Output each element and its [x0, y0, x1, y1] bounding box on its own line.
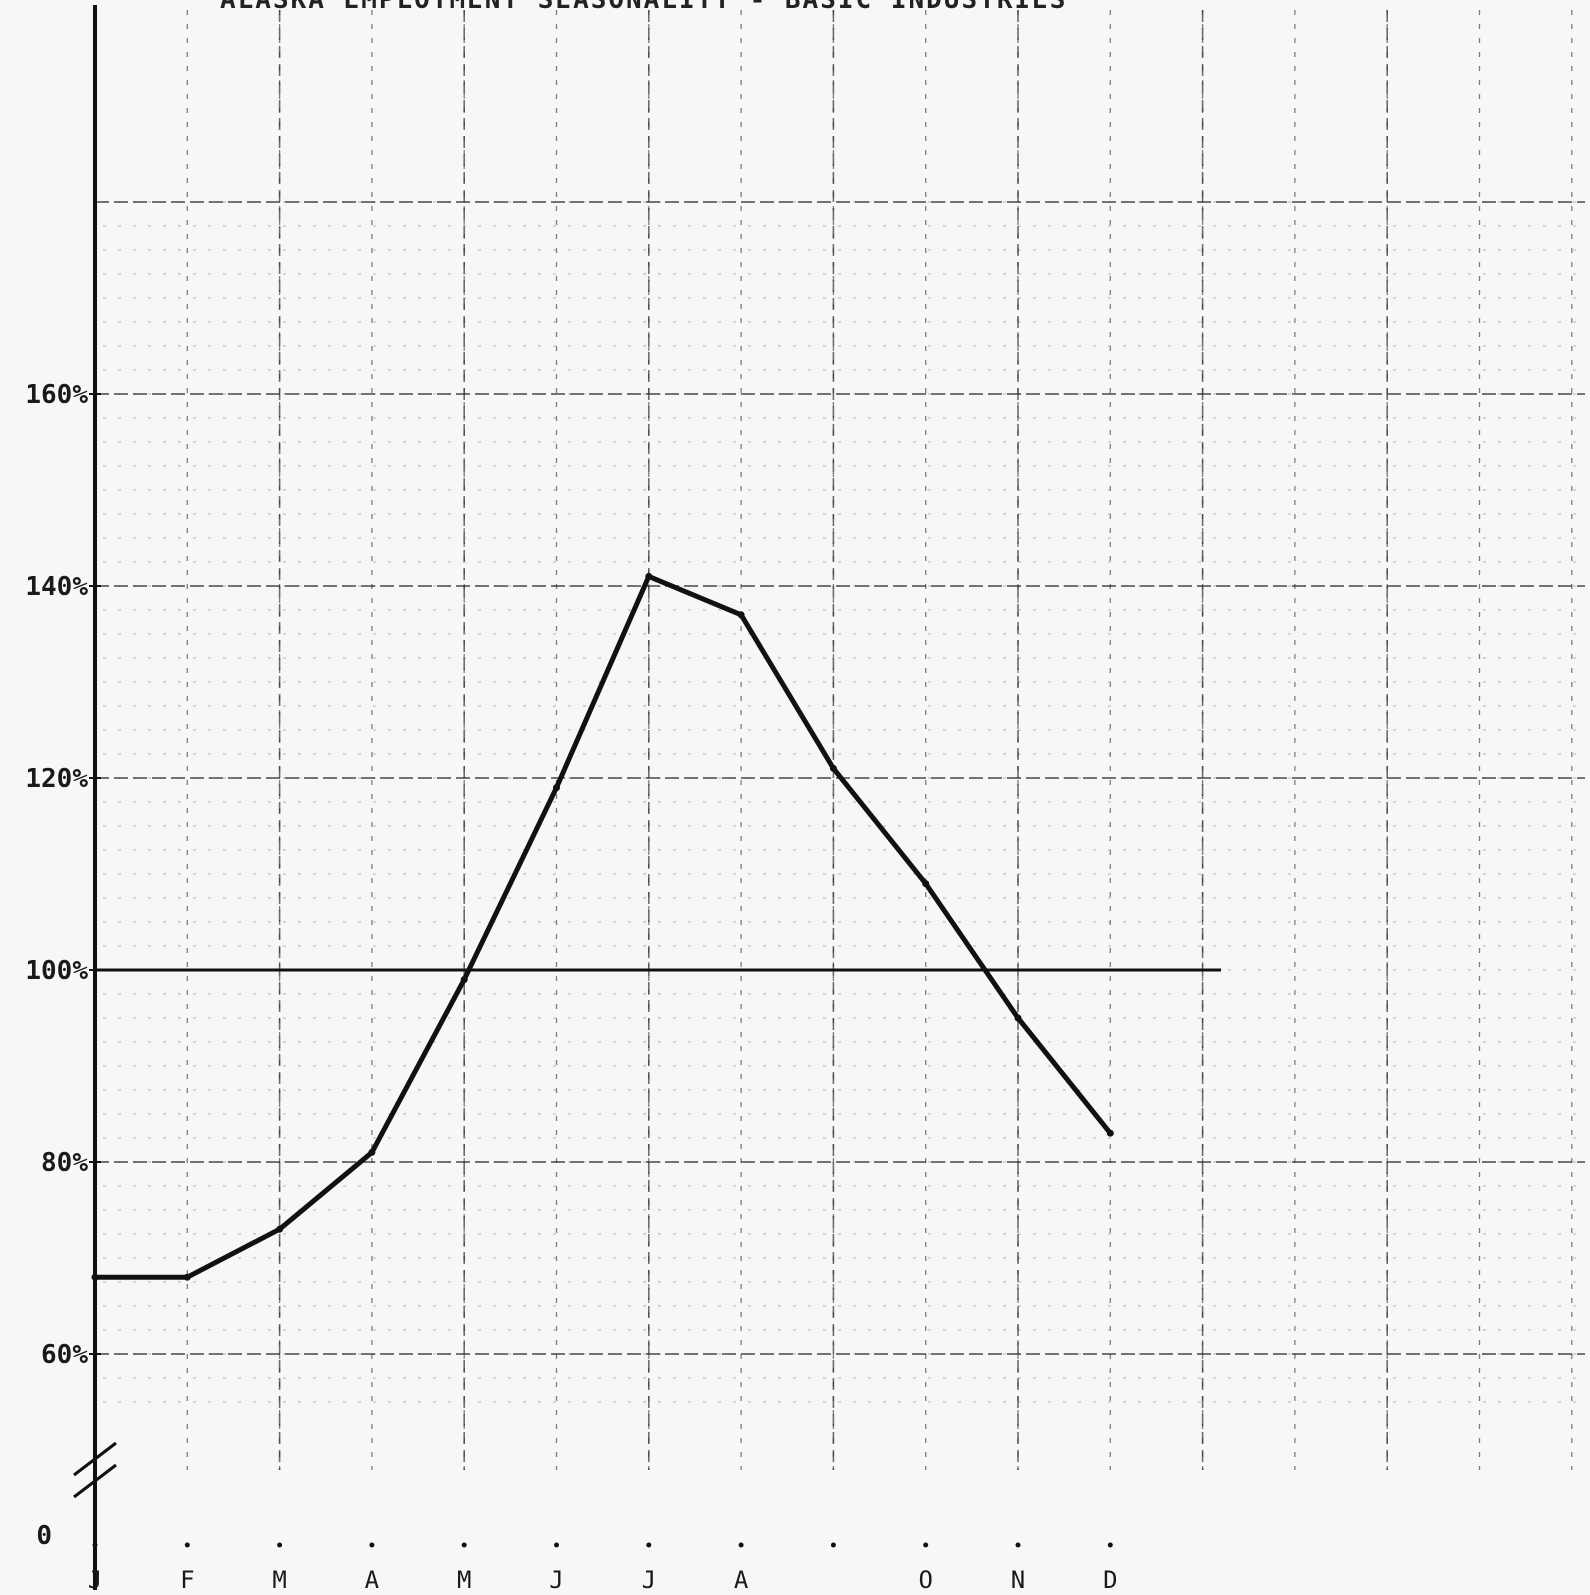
data-point: [276, 1225, 284, 1233]
x-tick-dot: [277, 1542, 283, 1548]
x-tick-dot: [369, 1542, 375, 1548]
grid-layer: [95, 10, 1585, 1470]
data-point: [1014, 1014, 1022, 1022]
data-point: [368, 1148, 376, 1156]
axis-break-mark: [73, 1441, 117, 1477]
y-tick-label: 0: [36, 1521, 52, 1551]
data-point: [91, 1273, 99, 1281]
y-tick-label: 120%: [25, 764, 88, 794]
x-tick-dot: [923, 1542, 929, 1548]
x-tick-label: M: [272, 1566, 286, 1594]
y-tick-label: 140%: [25, 572, 88, 602]
x-tick-label: J: [549, 1566, 563, 1594]
data-point: [460, 976, 468, 984]
x-tick-label: O: [918, 1566, 932, 1594]
y-tick-labels: 160% 140% 120% 100% 80% 60% 0: [25, 380, 88, 1551]
x-tick-label: F: [180, 1566, 194, 1594]
y-tick-label: 60%: [41, 1340, 88, 1370]
x-tick-dot: [1015, 1542, 1021, 1548]
y-tick-label: 160%: [25, 380, 88, 410]
x-tick-dot: [92, 1542, 98, 1548]
x-tick-dot: [184, 1542, 190, 1548]
x-tick-label: A: [365, 1566, 380, 1594]
data-point: [922, 880, 930, 888]
x-tick-label: A: [734, 1566, 749, 1594]
x-tick-label: N: [1011, 1566, 1025, 1594]
data-point: [1106, 1129, 1114, 1137]
series-layer: [91, 572, 1114, 1281]
x-tick-label: M: [457, 1566, 471, 1594]
y-tick-label: 80%: [41, 1148, 88, 1178]
x-tick-dot: [738, 1542, 744, 1548]
data-point: [737, 611, 745, 619]
axis-break-mark: [73, 1463, 117, 1499]
data-point: [829, 764, 837, 772]
axis-layer: [73, 5, 1222, 1590]
data-point: [183, 1273, 191, 1281]
series-line: [92, 573, 1113, 1280]
x-tick-dot: [1107, 1542, 1113, 1548]
x-tick-label: J: [642, 1566, 656, 1594]
x-tick-dot: [461, 1542, 467, 1548]
y-tick-label: 100%: [25, 956, 88, 986]
x-tick-label: J: [88, 1566, 102, 1594]
x-tick-dot: [830, 1542, 836, 1548]
x-tick-dot: [554, 1542, 559, 1548]
chart-title: ALASKA EMPLOYMENT SEASONALITY - BASIC IN…: [220, 0, 1067, 15]
x-tick-label: D: [1103, 1566, 1117, 1594]
x-tick-dot: [646, 1542, 652, 1548]
data-point: [553, 784, 560, 792]
data-point: [645, 572, 653, 580]
